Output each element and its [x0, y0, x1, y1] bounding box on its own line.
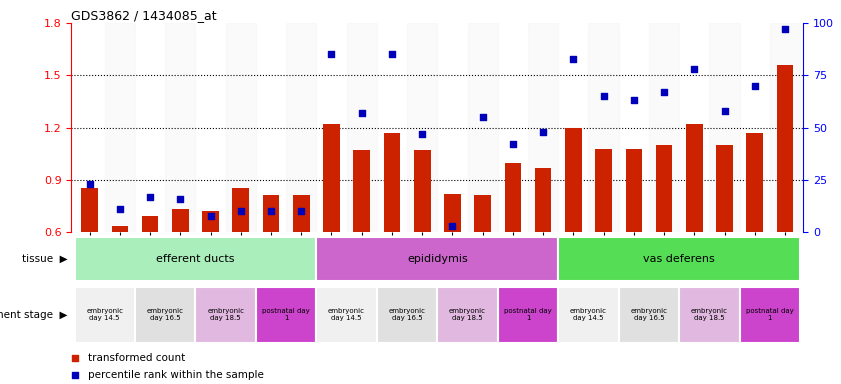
Bar — [717, 145, 733, 232]
Point — [204, 212, 217, 218]
Bar — [535, 168, 552, 232]
Point — [385, 51, 399, 58]
Bar — [75, 287, 135, 343]
Text: embryonic
day 16.5: embryonic day 16.5 — [146, 308, 183, 321]
Point — [718, 108, 732, 114]
Bar — [142, 216, 158, 232]
Point — [83, 181, 97, 187]
Text: efferent ducts: efferent ducts — [156, 254, 235, 264]
Bar — [680, 287, 740, 343]
Bar — [656, 145, 673, 232]
Point — [597, 93, 611, 99]
Bar — [770, 23, 800, 232]
Text: postnatal day
1: postnatal day 1 — [504, 308, 552, 321]
Point — [537, 129, 550, 135]
Text: embryonic
day 18.5: embryonic day 18.5 — [691, 308, 728, 321]
Point — [567, 56, 580, 62]
Bar — [316, 287, 377, 343]
Point — [264, 208, 278, 214]
Bar — [353, 151, 370, 232]
Bar — [75, 237, 316, 281]
Bar — [595, 149, 612, 232]
Bar — [112, 226, 128, 232]
Point — [476, 114, 489, 120]
Bar — [172, 209, 188, 232]
Bar — [323, 124, 340, 232]
Point — [294, 208, 308, 214]
Point — [627, 98, 641, 104]
Bar — [262, 195, 279, 232]
Point — [68, 355, 82, 361]
Point — [658, 89, 671, 95]
Bar — [414, 151, 431, 232]
Bar — [589, 23, 619, 232]
Point — [114, 206, 127, 212]
Text: percentile rank within the sample: percentile rank within the sample — [87, 370, 263, 380]
Bar — [619, 287, 680, 343]
Point — [68, 372, 82, 378]
Text: embryonic
day 18.5: embryonic day 18.5 — [449, 308, 486, 321]
Bar — [165, 23, 195, 232]
Text: embryonic
day 14.5: embryonic day 14.5 — [570, 308, 607, 321]
Point — [355, 110, 368, 116]
Text: embryonic
day 18.5: embryonic day 18.5 — [207, 308, 244, 321]
Bar — [565, 127, 582, 232]
Text: tissue  ▶: tissue ▶ — [22, 254, 67, 264]
Text: GDS3862 / 1434085_at: GDS3862 / 1434085_at — [71, 9, 217, 22]
Text: embryonic
day 16.5: embryonic day 16.5 — [389, 308, 426, 321]
Bar — [626, 149, 643, 232]
Bar — [225, 23, 256, 232]
Bar — [505, 162, 521, 232]
Bar — [437, 287, 498, 343]
Point — [506, 141, 520, 147]
Point — [748, 83, 761, 89]
Bar — [293, 195, 309, 232]
Point — [688, 66, 701, 72]
Bar — [740, 287, 800, 343]
Bar — [383, 133, 400, 232]
Bar — [105, 23, 135, 232]
Bar — [468, 23, 498, 232]
Text: transformed count: transformed count — [87, 353, 185, 363]
Bar — [710, 23, 740, 232]
Bar — [316, 237, 558, 281]
Text: vas deferens: vas deferens — [643, 254, 715, 264]
Point — [778, 26, 791, 32]
Text: embryonic
day 14.5: embryonic day 14.5 — [87, 308, 124, 321]
Text: embryonic
day 14.5: embryonic day 14.5 — [328, 308, 365, 321]
Bar — [346, 23, 377, 232]
Bar — [256, 287, 316, 343]
Text: embryonic
day 16.5: embryonic day 16.5 — [631, 308, 668, 321]
Bar — [558, 237, 800, 281]
Bar — [286, 23, 316, 232]
Text: development stage  ▶: development stage ▶ — [0, 310, 67, 320]
Bar — [135, 287, 195, 343]
Point — [173, 196, 187, 202]
Bar — [498, 287, 558, 343]
Bar — [377, 287, 437, 343]
Text: postnatal day
1: postnatal day 1 — [746, 308, 794, 321]
Bar — [407, 23, 437, 232]
Bar — [528, 23, 558, 232]
Text: epididymis: epididymis — [407, 254, 468, 264]
Bar — [474, 195, 491, 232]
Bar — [558, 287, 619, 343]
Bar — [686, 124, 702, 232]
Bar — [232, 188, 249, 232]
Point — [415, 131, 429, 137]
Bar — [444, 194, 461, 232]
Point — [143, 194, 156, 200]
Bar — [649, 23, 680, 232]
Point — [325, 51, 338, 58]
Point — [234, 208, 247, 214]
Bar — [777, 65, 793, 232]
Bar — [202, 211, 219, 232]
Bar — [195, 287, 256, 343]
Text: postnatal day
1: postnatal day 1 — [262, 308, 310, 321]
Bar — [82, 188, 98, 232]
Bar — [747, 133, 763, 232]
Point — [446, 223, 459, 229]
